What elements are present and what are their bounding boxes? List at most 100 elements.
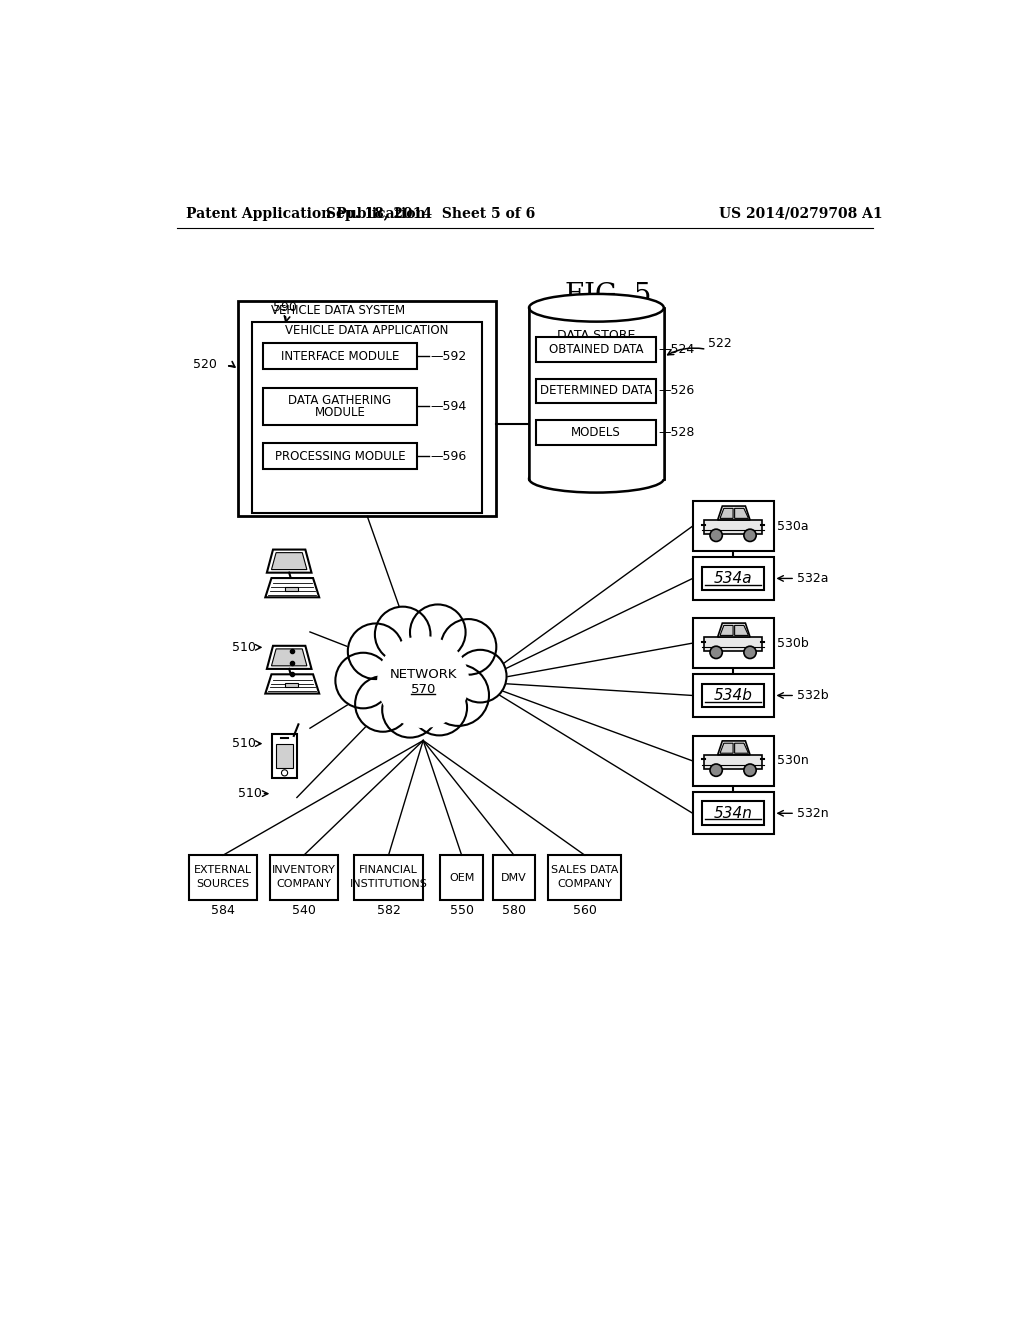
Bar (692, 618, 773, 668)
Text: —524: —524 (658, 343, 694, 356)
Text: 582: 582 (377, 904, 400, 917)
Text: DMV: DMV (501, 873, 527, 883)
Bar (692, 737, 773, 785)
Text: 530n: 530n (777, 755, 809, 767)
Circle shape (710, 529, 722, 541)
Text: —594: —594 (431, 400, 467, 413)
Polygon shape (267, 549, 311, 573)
Polygon shape (718, 623, 750, 638)
Text: MODULE: MODULE (314, 407, 366, 418)
Text: COMPANY: COMPANY (557, 879, 612, 888)
Circle shape (743, 529, 756, 541)
Bar (703, 638, 762, 651)
Circle shape (440, 619, 497, 675)
Text: US 2014/0279708 A1: US 2014/0279708 A1 (719, 207, 883, 220)
Polygon shape (734, 626, 749, 635)
Bar (692, 557, 773, 599)
Text: FINANCIAL: FINANCIAL (359, 865, 418, 875)
Bar (263, 388, 417, 425)
Bar (285, 586, 298, 591)
Bar (529, 308, 664, 479)
Text: SALES DATA: SALES DATA (551, 865, 618, 875)
Text: 532a: 532a (797, 572, 828, 585)
Text: DATA GATHERING: DATA GATHERING (289, 393, 391, 407)
Text: 510: 510 (232, 737, 256, 750)
Text: 530a: 530a (777, 520, 809, 532)
Text: VEHICLE DATA APPLICATION: VEHICLE DATA APPLICATION (286, 325, 449, 338)
Text: EXTERNAL: EXTERNAL (194, 865, 252, 875)
Text: 520: 520 (193, 358, 217, 371)
Circle shape (348, 623, 403, 678)
Text: 580: 580 (502, 904, 526, 917)
Bar (701, 684, 764, 708)
Bar (701, 801, 764, 825)
Bar (354, 855, 423, 900)
Text: 532b: 532b (797, 689, 828, 702)
Text: 510: 510 (232, 640, 256, 653)
Ellipse shape (529, 465, 664, 492)
Text: PROCESSING MODULE: PROCESSING MODULE (274, 450, 406, 463)
Bar (692, 502, 773, 552)
Polygon shape (734, 508, 749, 519)
Text: INSTITUTIONS: INSTITUTIONS (349, 879, 427, 888)
Text: 540: 540 (292, 904, 315, 917)
Text: 550: 550 (450, 904, 474, 917)
Text: DATA STORE: DATA STORE (557, 329, 636, 342)
Bar (703, 755, 762, 768)
Circle shape (743, 647, 756, 659)
Circle shape (412, 680, 467, 735)
Text: —596: —596 (431, 450, 467, 463)
Ellipse shape (529, 294, 664, 322)
Text: OEM: OEM (449, 873, 474, 883)
Text: 532n: 532n (797, 807, 828, 820)
Bar (493, 855, 536, 900)
Polygon shape (718, 741, 750, 755)
Bar (692, 792, 773, 834)
Bar (263, 343, 417, 370)
Text: —528: —528 (658, 426, 694, 440)
Text: Patent Application Publication: Patent Application Publication (186, 207, 426, 220)
Circle shape (410, 605, 466, 660)
Bar (703, 520, 762, 533)
Circle shape (282, 770, 288, 776)
Text: 590: 590 (273, 301, 297, 314)
Text: Sep. 18, 2014  Sheet 5 of 6: Sep. 18, 2014 Sheet 5 of 6 (327, 207, 536, 220)
Bar (272, 734, 297, 779)
Text: INVENTORY: INVENTORY (272, 865, 336, 875)
Circle shape (710, 764, 722, 776)
Circle shape (382, 682, 438, 738)
Bar (701, 566, 764, 590)
Polygon shape (720, 743, 733, 754)
Text: 534b: 534b (714, 688, 753, 704)
Text: 522: 522 (708, 337, 732, 350)
Polygon shape (267, 645, 311, 669)
Text: 534n: 534n (714, 805, 753, 821)
Text: COMPANY: COMPANY (276, 879, 331, 888)
Circle shape (454, 649, 507, 702)
Polygon shape (271, 649, 307, 665)
Text: DETERMINED DATA: DETERMINED DATA (540, 384, 652, 397)
Polygon shape (734, 743, 749, 754)
Text: 560: 560 (572, 904, 597, 917)
Circle shape (743, 764, 756, 776)
Text: SOURCES: SOURCES (197, 879, 250, 888)
Text: NETWORK: NETWORK (389, 668, 457, 681)
Bar (548, 855, 622, 900)
Polygon shape (720, 508, 733, 519)
Text: VEHICLE DATA SYSTEM: VEHICLE DATA SYSTEM (271, 304, 406, 317)
Bar (252, 322, 481, 512)
Text: —526: —526 (658, 384, 694, 397)
Circle shape (385, 648, 461, 723)
Bar (276, 743, 293, 768)
Text: 570: 570 (411, 684, 436, 696)
Bar (537, 379, 655, 404)
Text: 584: 584 (211, 904, 234, 917)
Polygon shape (720, 626, 733, 635)
Bar (537, 337, 655, 362)
Text: 510: 510 (238, 787, 261, 800)
Polygon shape (718, 506, 750, 520)
Bar (692, 675, 773, 717)
Bar (285, 682, 298, 688)
Circle shape (428, 664, 489, 726)
Text: 530b: 530b (777, 636, 809, 649)
